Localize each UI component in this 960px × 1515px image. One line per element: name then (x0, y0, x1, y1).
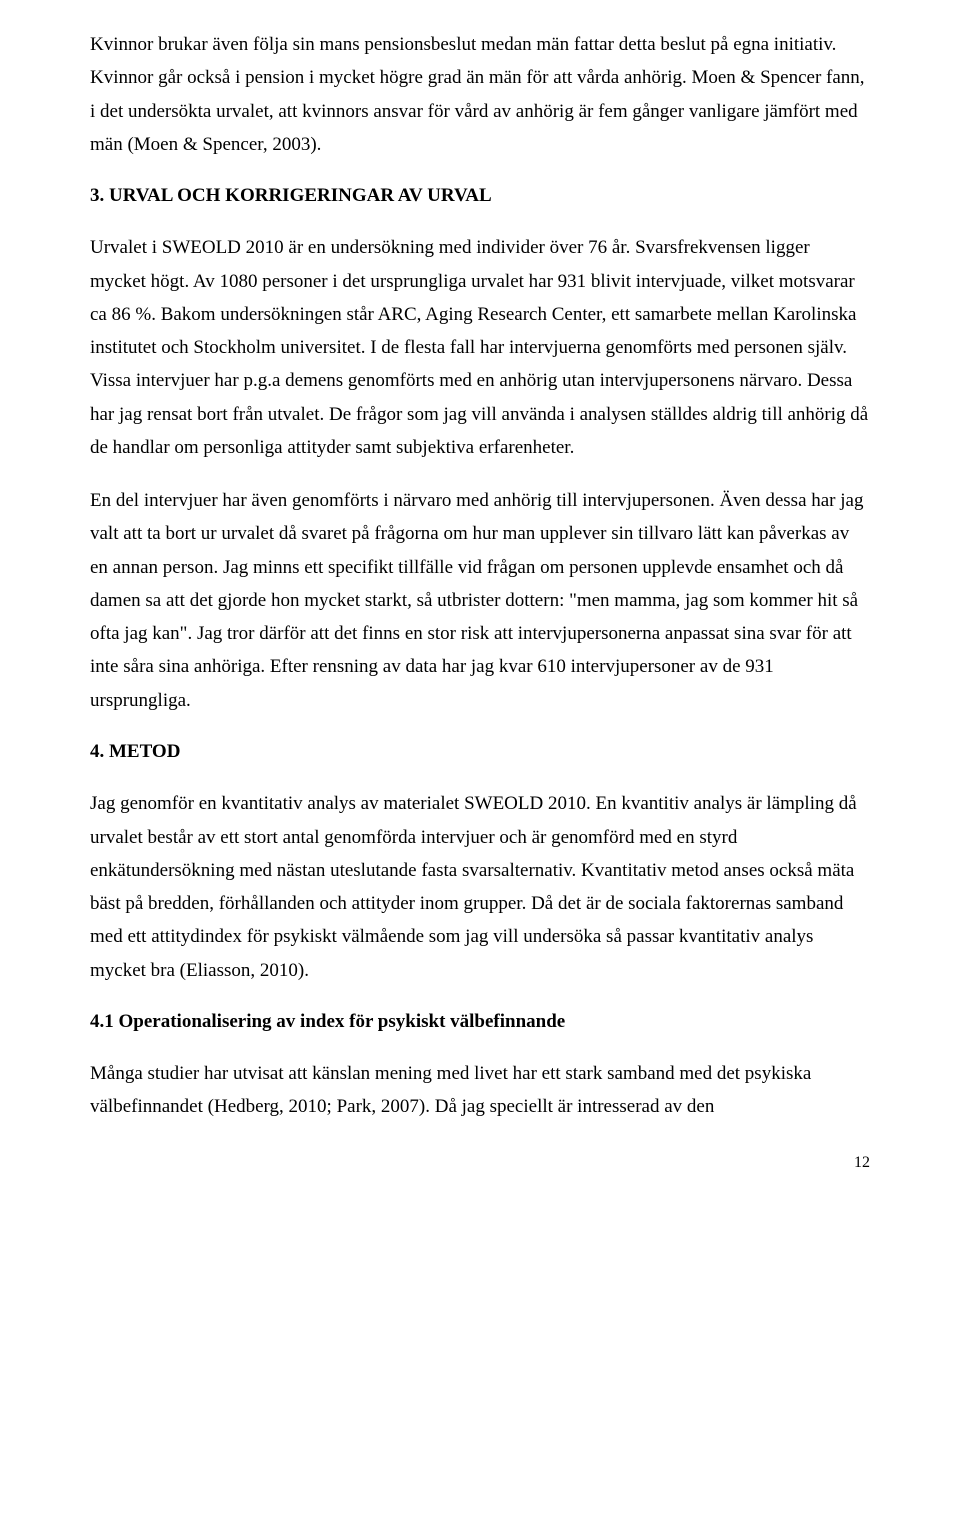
body-paragraph: Jag genomför en kvantitativ analys av ma… (90, 787, 870, 987)
body-paragraph: Många studier har utvisat att känslan me… (90, 1057, 870, 1124)
subsection-heading-operationalisering: 4.1 Operationalisering av index för psyk… (90, 1007, 870, 1037)
section-heading-urval: 3. URVAL OCH KORRIGERINGAR AV URVAL (90, 181, 870, 211)
section-heading-metod: 4. METOD (90, 737, 870, 767)
page-number: 12 (90, 1154, 870, 1172)
body-paragraph: Urvalet i SWEOLD 2010 är en undersökning… (90, 231, 870, 464)
document-page: Kvinnor brukar även följa sin mans pensi… (0, 0, 960, 1212)
body-paragraph: En del intervjuer har även genomförts i … (90, 484, 870, 717)
body-paragraph: Kvinnor brukar även följa sin mans pensi… (90, 28, 870, 161)
